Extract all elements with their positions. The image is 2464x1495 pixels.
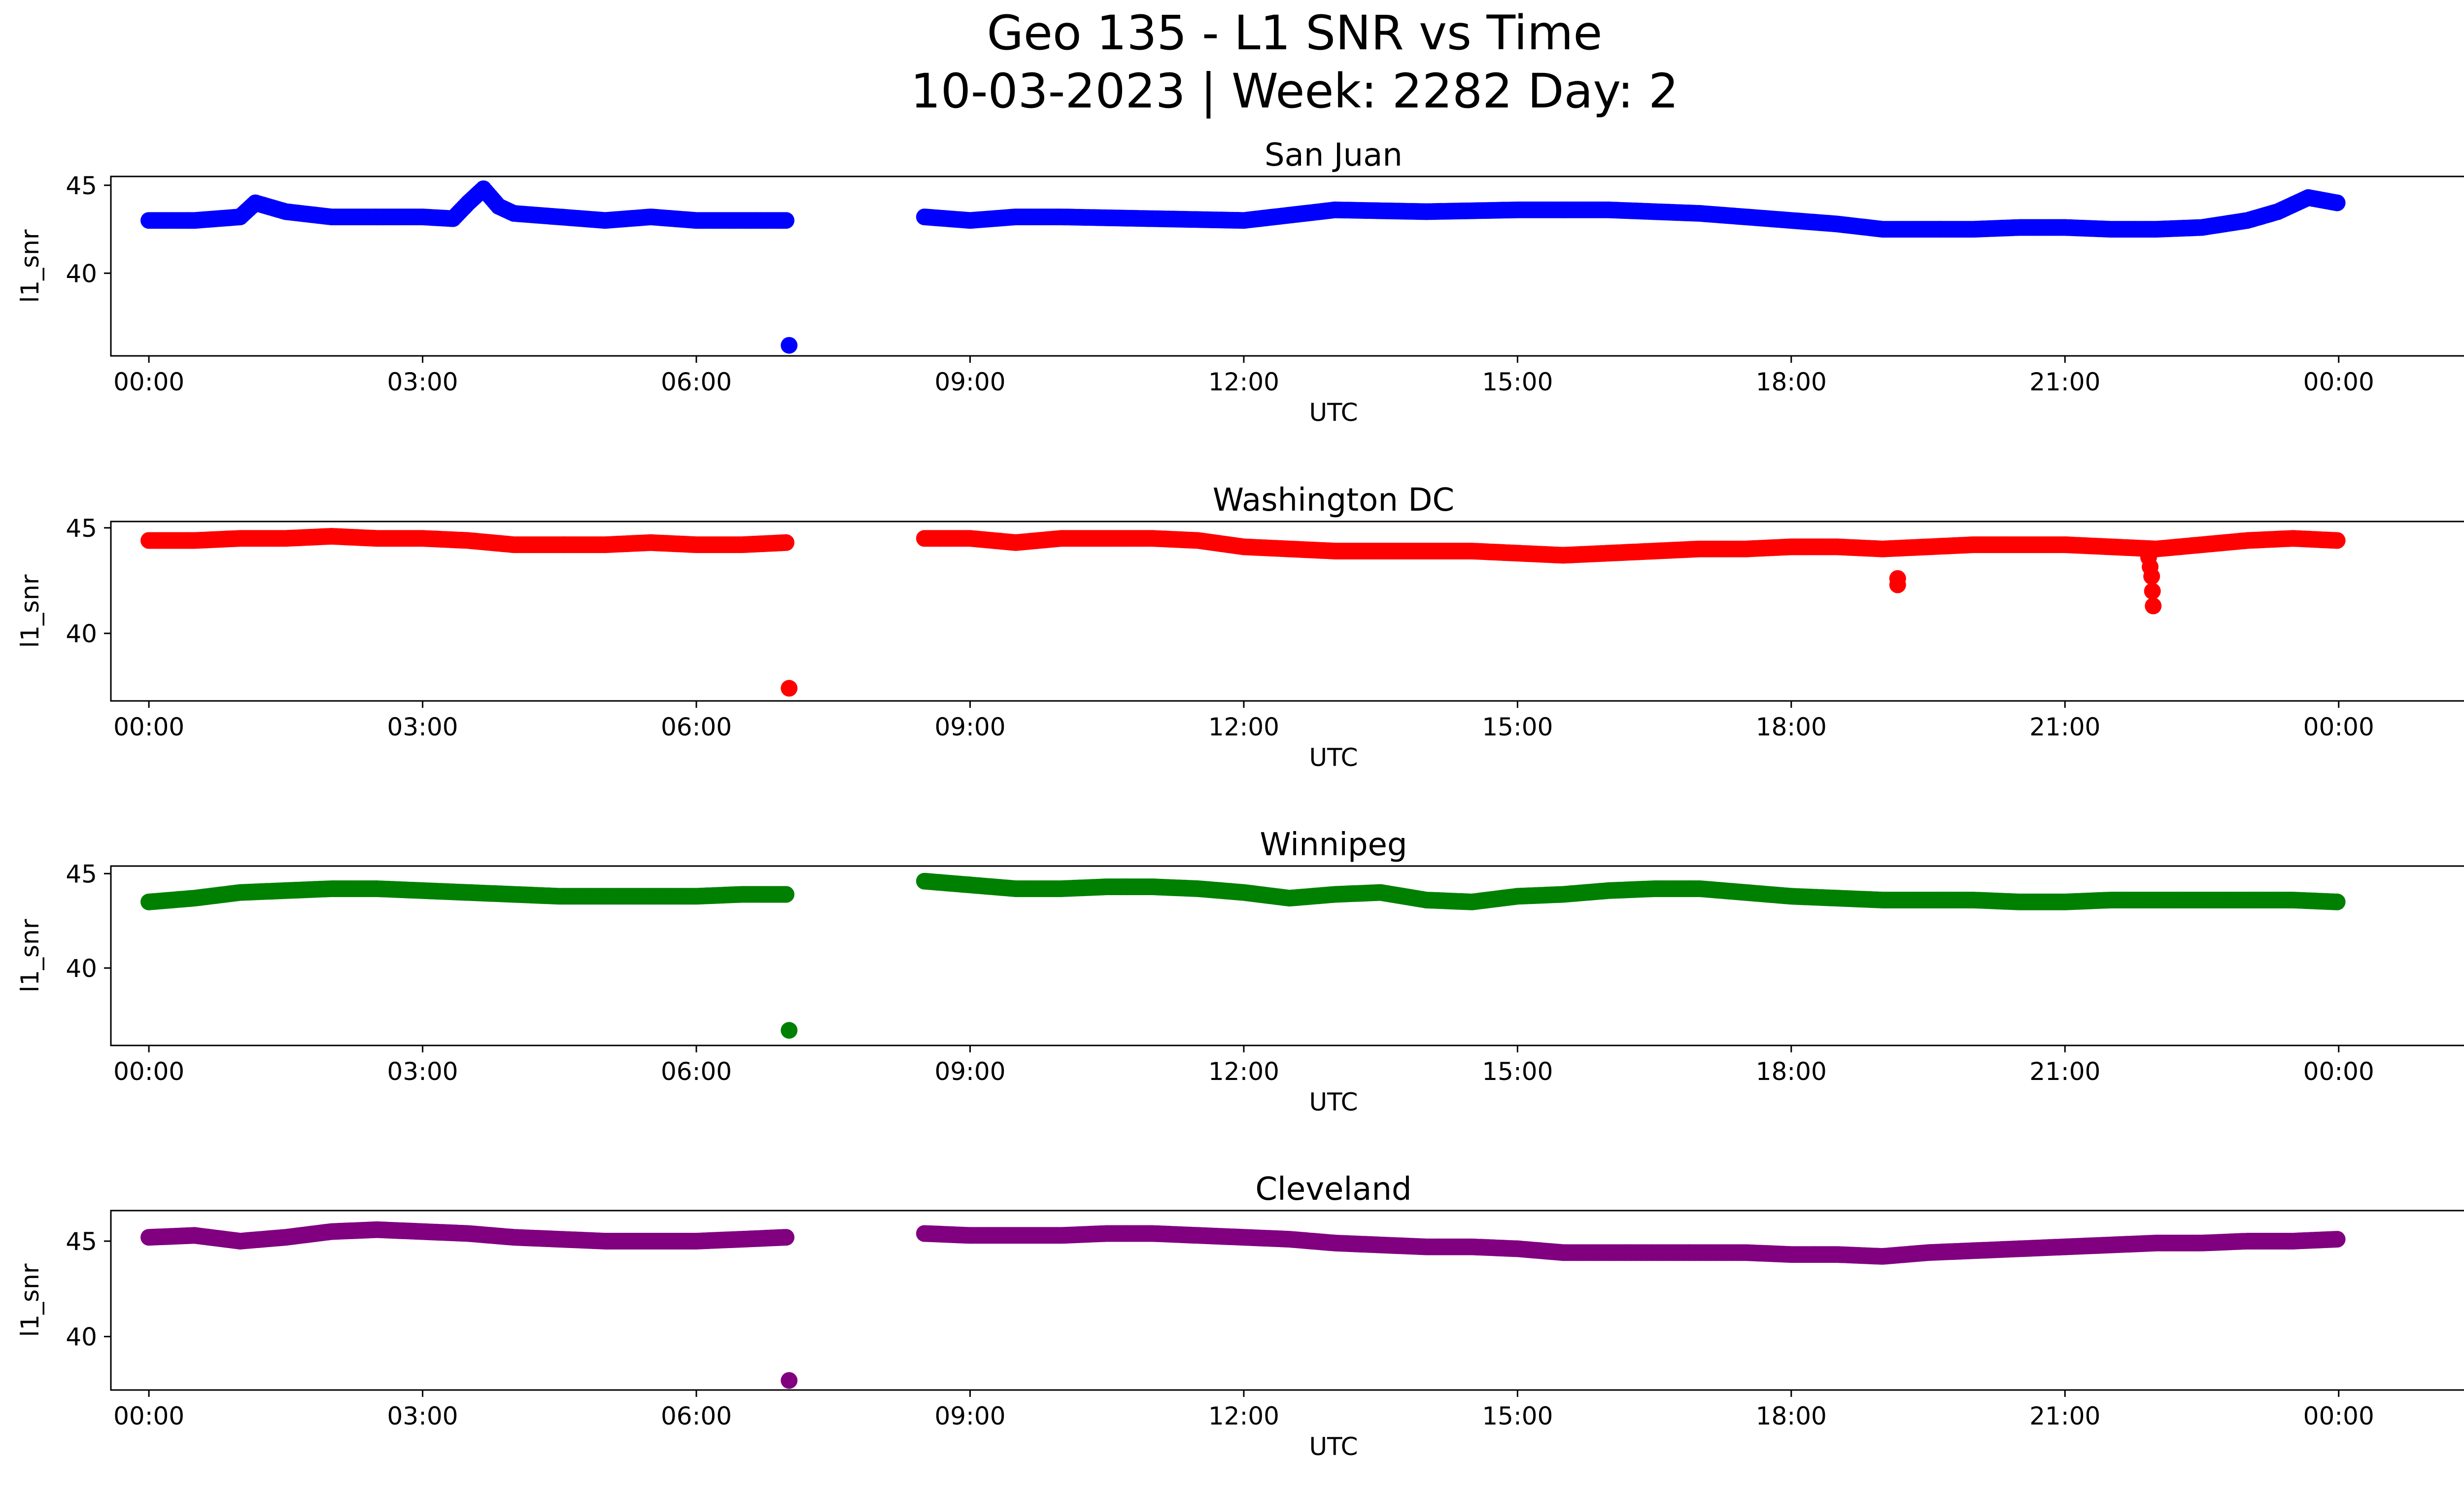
data-point (2328, 532, 2346, 549)
data-point (2143, 568, 2160, 585)
subplot-2: Washington DC 00:00 03:00 06:00 09:00 12:00 15… (16, 482, 2464, 772)
y-axis: 40 45 l1_snr (16, 860, 111, 993)
x-tick-label: 00:00 (2303, 713, 2374, 741)
data-points (140, 1221, 2346, 1389)
figure-title-line1: Geo 135 - L1 SNR vs Time (987, 5, 1603, 61)
x-tick-label: 15:00 (1482, 1402, 1553, 1430)
y-axis-label: l1_snr (16, 229, 44, 303)
data-points (140, 528, 2346, 697)
data-points (140, 180, 2346, 354)
data-point (778, 886, 795, 903)
x-tick-label: 03:00 (387, 1402, 458, 1430)
x-tick-label: 00:00 (113, 713, 184, 741)
x-axis-label: UTC (1309, 1088, 1358, 1116)
x-tick-label: 18:00 (1756, 1402, 1827, 1430)
data-point (2328, 194, 2346, 211)
data-point (2145, 597, 2162, 615)
x-tick-label: 21:00 (2029, 368, 2100, 396)
data-point (2328, 893, 2346, 910)
x-axis-label: UTC (1309, 1432, 1358, 1461)
x-tick-label: 15:00 (1482, 1057, 1553, 1086)
subplot-title: Washington DC (1213, 482, 1454, 519)
x-axis: 00:00 03:00 06:00 09:00 12:00 15:00 18:00 21:00… (113, 1045, 2374, 1116)
x-tick-label: 00:00 (113, 1057, 184, 1086)
x-tick-label: 06:00 (661, 1402, 732, 1430)
x-tick-label: 06:00 (661, 368, 732, 396)
x-axis: 00:00 03:00 06:00 09:00 12:00 15:00 18:00 21:00… (113, 356, 2374, 427)
x-tick-label: 21:00 (2029, 1402, 2100, 1430)
x-tick-label: 12:00 (1208, 368, 1279, 396)
y-tick-label: 45 (66, 860, 97, 888)
x-tick-label: 21:00 (2029, 713, 2100, 741)
data-points (140, 872, 2346, 1039)
y-axis-label: l1_snr (16, 919, 44, 992)
subplot-3: Winnipeg 00:00 03:00 06:00 09:00 12:00 15:00 18… (16, 827, 2464, 1116)
data-point (781, 1022, 798, 1039)
x-tick-label: 00:00 (2303, 1402, 2374, 1430)
axes-frame (110, 521, 2464, 702)
data-point (781, 1372, 798, 1389)
x-tick-label: 06:00 (661, 1057, 732, 1086)
x-tick-label: 09:00 (934, 368, 1005, 396)
subplot-title: Winnipeg (1260, 827, 1407, 863)
data-point (778, 1229, 795, 1246)
x-tick-label: 18:00 (1756, 1057, 1827, 1086)
subplot-1: San Juan 00:00 03:00 06:00 09:00 12:00 15:00 18… (16, 137, 2464, 427)
subplot-grid: San Juan 00:00 03:00 06:00 09:00 12:00 15:00 18… (16, 137, 2464, 1461)
x-tick-label: 15:00 (1482, 368, 1553, 396)
x-tick-label: 09:00 (934, 1057, 1005, 1086)
x-axis-label: UTC (1309, 398, 1358, 427)
axes-frame (110, 175, 2464, 357)
x-tick-label: 09:00 (934, 1402, 1005, 1430)
x-tick-label: 03:00 (387, 1057, 458, 1086)
y-tick-label: 40 (66, 620, 97, 648)
data-point (781, 680, 798, 697)
figure-title-line2: 10-03-2023 | Week: 2282 Day: 2 (911, 64, 1679, 119)
x-tick-label: 21:00 (2029, 1057, 2100, 1086)
y-axis-label: l1_snr (16, 1263, 44, 1337)
x-tick-label: 03:00 (387, 368, 458, 396)
x-axis-label: UTC (1309, 743, 1358, 772)
x-tick-label: 00:00 (2303, 368, 2374, 396)
y-tick-label: 40 (66, 259, 97, 288)
x-tick-label: 18:00 (1756, 713, 1827, 741)
x-tick-label: 00:00 (113, 1402, 184, 1430)
y-axis-label: l1_snr (16, 574, 44, 648)
x-tick-label: 15:00 (1482, 713, 1553, 741)
data-point (1889, 576, 1906, 593)
y-tick-label: 45 (66, 1227, 97, 1256)
y-tick-label: 40 (66, 1323, 97, 1352)
x-tick-label: 18:00 (1756, 368, 1827, 396)
y-tick-label: 45 (66, 172, 97, 200)
axes-frame (110, 1210, 2464, 1391)
y-tick-label: 45 (66, 514, 97, 543)
axes-frame (110, 865, 2464, 1046)
y-axis: 40 45 l1_snr (16, 1227, 111, 1352)
x-axis: 00:00 03:00 06:00 09:00 12:00 15:00 18:00 21:00… (113, 1390, 2374, 1461)
y-axis: 40 45 l1_snr (16, 172, 111, 303)
x-tick-label: 00:00 (113, 368, 184, 396)
data-point (778, 212, 795, 229)
data-point (781, 337, 798, 354)
subplot-title: Cleveland (1255, 1171, 1411, 1208)
y-tick-label: 40 (66, 954, 97, 983)
data-point (2144, 583, 2161, 600)
subplot-title: San Juan (1265, 137, 1403, 174)
subplot-4: Cleveland 00:00 03:00 06:00 09:00 12:00 15:00 1… (16, 1171, 2464, 1461)
x-tick-label: 03:00 (387, 713, 458, 741)
y-axis: 40 45 l1_snr (16, 514, 111, 648)
x-tick-label: 12:00 (1208, 713, 1279, 741)
data-point (2328, 1231, 2346, 1248)
x-tick-label: 12:00 (1208, 1402, 1279, 1430)
x-tick-label: 06:00 (661, 713, 732, 741)
x-tick-label: 12:00 (1208, 1057, 1279, 1086)
x-tick-label: 00:00 (2303, 1057, 2374, 1086)
x-tick-label: 09:00 (934, 713, 1005, 741)
data-point (778, 534, 795, 551)
x-axis: 00:00 03:00 06:00 09:00 12:00 15:00 18:00 21:00… (113, 701, 2374, 772)
